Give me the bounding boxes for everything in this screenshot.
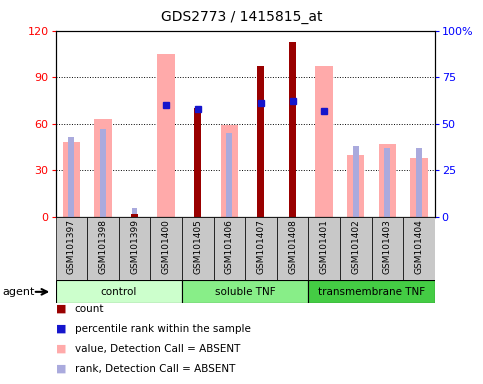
Text: rank, Detection Call = ABSENT: rank, Detection Call = ABSENT — [75, 364, 235, 374]
Bar — [56, 217, 87, 280]
Text: GSM101399: GSM101399 — [130, 219, 139, 274]
Bar — [94, 119, 112, 217]
Text: GSM101403: GSM101403 — [383, 219, 392, 274]
Text: GDS2773 / 1415815_at: GDS2773 / 1415815_at — [161, 10, 322, 23]
Text: GSM101405: GSM101405 — [193, 219, 202, 274]
Text: GSM101402: GSM101402 — [351, 219, 360, 274]
Bar — [308, 217, 340, 280]
Text: percentile rank within the sample: percentile rank within the sample — [75, 324, 251, 334]
Bar — [403, 217, 435, 280]
Text: count: count — [75, 304, 104, 314]
Text: GSM101401: GSM101401 — [320, 219, 328, 274]
Bar — [379, 144, 396, 217]
Bar — [353, 146, 358, 217]
Bar — [131, 214, 138, 217]
Text: GSM101398: GSM101398 — [99, 219, 107, 274]
Bar — [132, 208, 137, 217]
Bar — [315, 66, 333, 217]
Bar — [182, 280, 308, 303]
Text: GSM101404: GSM101404 — [414, 219, 424, 274]
Text: ■: ■ — [56, 324, 66, 334]
Text: ■: ■ — [56, 304, 66, 314]
Text: GSM101408: GSM101408 — [288, 219, 297, 274]
Bar — [100, 129, 106, 217]
Bar — [371, 217, 403, 280]
Bar — [87, 217, 119, 280]
Bar — [277, 217, 308, 280]
Text: transmembrane TNF: transmembrane TNF — [318, 287, 425, 297]
Bar — [63, 142, 80, 217]
Text: GSM101400: GSM101400 — [162, 219, 170, 274]
Text: ■: ■ — [56, 344, 66, 354]
Text: value, Detection Call = ABSENT: value, Detection Call = ABSENT — [75, 344, 240, 354]
Bar — [257, 66, 264, 217]
Bar — [150, 217, 182, 280]
Bar — [245, 217, 277, 280]
Bar — [289, 41, 296, 217]
Text: ■: ■ — [56, 364, 66, 374]
Text: agent: agent — [2, 287, 35, 297]
Bar — [157, 54, 175, 217]
Bar — [410, 158, 427, 217]
Bar — [340, 217, 371, 280]
Text: GSM101407: GSM101407 — [256, 219, 266, 274]
Text: GSM101397: GSM101397 — [67, 219, 76, 274]
Text: control: control — [100, 287, 137, 297]
Bar — [416, 148, 422, 217]
Bar — [56, 280, 182, 303]
Bar — [213, 217, 245, 280]
Bar — [221, 126, 238, 217]
Bar — [308, 280, 435, 303]
Bar — [347, 155, 364, 217]
Bar — [384, 148, 390, 217]
Bar — [194, 108, 201, 217]
Text: GSM101406: GSM101406 — [225, 219, 234, 274]
Bar — [227, 133, 232, 217]
Bar — [69, 137, 74, 217]
Bar — [182, 217, 213, 280]
Bar — [119, 217, 150, 280]
Text: soluble TNF: soluble TNF — [215, 287, 275, 297]
